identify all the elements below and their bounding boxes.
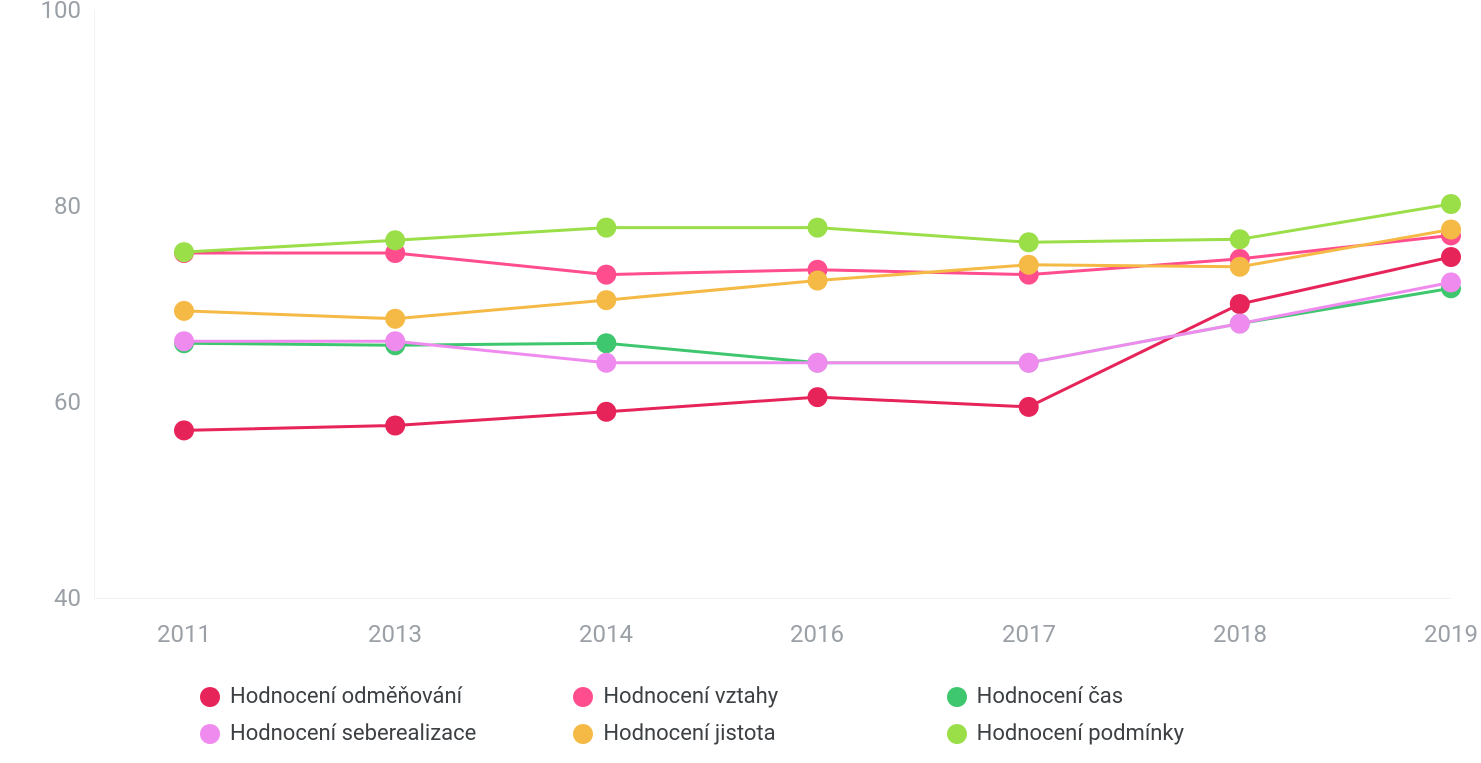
series-point-podminky[interactable] bbox=[1019, 232, 1039, 252]
legend-item-odmenovani[interactable]: Hodnocení odměňování bbox=[200, 684, 553, 709]
series-point-jistota[interactable] bbox=[385, 309, 405, 329]
legend-label: Hodnocení podmínky bbox=[977, 721, 1184, 746]
series-point-podminky[interactable] bbox=[174, 242, 194, 262]
series-point-jistota[interactable] bbox=[808, 271, 828, 291]
legend-dot-icon bbox=[947, 687, 967, 707]
series-point-odmenovani[interactable] bbox=[174, 420, 194, 440]
series-point-seberealizace[interactable] bbox=[1019, 353, 1039, 373]
legend-label: Hodnocení seberealizace bbox=[230, 721, 476, 746]
series-point-podminky[interactable] bbox=[596, 218, 616, 238]
series-point-podminky[interactable] bbox=[1441, 194, 1461, 214]
legend-dot-icon bbox=[573, 687, 593, 707]
series-point-jistota[interactable] bbox=[1441, 220, 1461, 240]
series-point-jistota[interactable] bbox=[1230, 257, 1250, 277]
series-point-cas[interactable] bbox=[596, 333, 616, 353]
series-point-seberealizace[interactable] bbox=[1230, 314, 1250, 334]
legend-label: Hodnocení vztahy bbox=[603, 684, 778, 709]
series-point-odmenovani[interactable] bbox=[1019, 397, 1039, 417]
legend-label: Hodnocení čas bbox=[977, 684, 1123, 709]
legend-item-vztahy[interactable]: Hodnocení vztahy bbox=[573, 684, 926, 709]
series-point-seberealizace[interactable] bbox=[596, 353, 616, 373]
legend-label: Hodnocení odměňování bbox=[230, 684, 462, 709]
series-point-odmenovani[interactable] bbox=[1230, 294, 1250, 314]
series-point-podminky[interactable] bbox=[1230, 229, 1250, 249]
series-point-podminky[interactable] bbox=[808, 218, 828, 238]
series-point-vztahy[interactable] bbox=[596, 265, 616, 285]
legend-item-podminky[interactable]: Hodnocení podmínky bbox=[947, 721, 1300, 746]
series-point-jistota[interactable] bbox=[174, 301, 194, 321]
legend-item-seberealizace[interactable]: Hodnocení seberealizace bbox=[200, 721, 553, 746]
legend-dot-icon bbox=[200, 687, 220, 707]
series-point-odmenovani[interactable] bbox=[1441, 247, 1461, 267]
legend-item-jistota[interactable]: Hodnocení jistota bbox=[573, 721, 926, 746]
series-point-odmenovani[interactable] bbox=[596, 402, 616, 422]
series-point-jistota[interactable] bbox=[596, 290, 616, 310]
series-point-odmenovani[interactable] bbox=[385, 416, 405, 436]
series-point-jistota[interactable] bbox=[1019, 255, 1039, 275]
series-point-odmenovani[interactable] bbox=[808, 387, 828, 407]
legend-item-cas[interactable]: Hodnocení čas bbox=[947, 684, 1300, 709]
series-point-podminky[interactable] bbox=[385, 230, 405, 250]
legend-dot-icon bbox=[947, 724, 967, 744]
series-point-seberealizace[interactable] bbox=[808, 353, 828, 373]
legend: Hodnocení odměňování Hodnocení vztahy Ho… bbox=[200, 684, 1300, 746]
legend-label: Hodnocení jistota bbox=[603, 721, 775, 746]
series-point-seberealizace[interactable] bbox=[385, 331, 405, 351]
series-point-seberealizace[interactable] bbox=[1441, 272, 1461, 292]
legend-dot-icon bbox=[573, 724, 593, 744]
series-line-seberealizace[interactable] bbox=[184, 282, 1451, 362]
plot-svg bbox=[0, 0, 1481, 763]
line-chart: 100 80 60 40 2011 2013 2014 2016 2017 20… bbox=[0, 0, 1481, 763]
legend-dot-icon bbox=[200, 724, 220, 744]
series-point-seberealizace[interactable] bbox=[174, 331, 194, 351]
